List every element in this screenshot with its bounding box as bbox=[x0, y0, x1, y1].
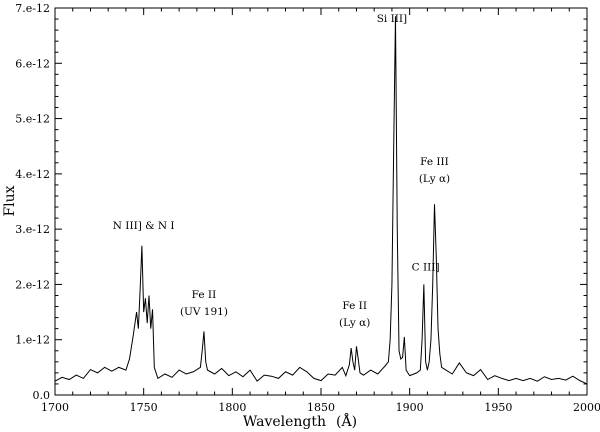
axis-tick-labels: 1700 1750 1800 1850 1900 1950 2000 0.0 1.e-12 2.e… bbox=[15, 2, 600, 414]
x-tick-label: 1750 bbox=[130, 401, 158, 414]
x-tick-label: 1800 bbox=[218, 401, 246, 414]
x-axis-title: Wavelength (Å) bbox=[243, 412, 357, 430]
x-tick-label: 1900 bbox=[396, 401, 424, 414]
y-tick-label: 6.e-12 bbox=[15, 57, 50, 70]
annotation-label: Fe II bbox=[192, 289, 217, 301]
annotation-label: (Ly α) bbox=[419, 173, 450, 185]
annotation-label: Fe III bbox=[420, 156, 449, 168]
y-tick-label: 4.e-12 bbox=[15, 168, 50, 181]
plot-frame bbox=[54, 7, 588, 396]
y-tick-label: 5.e-12 bbox=[15, 113, 50, 126]
annotation-label: Si III] bbox=[377, 13, 407, 25]
x-tick-label: 2000 bbox=[573, 401, 600, 414]
axis-ticks bbox=[54, 7, 588, 396]
annotation-label: (UV 191) bbox=[180, 306, 228, 318]
annotation-label: C III] bbox=[412, 262, 440, 274]
line-annotations: N III] & N I Fe II (UV 191) Fe II (Ly α) Si I… bbox=[113, 13, 450, 329]
y-axis-title: Flux bbox=[2, 185, 18, 216]
y-tick-label: 1.e-12 bbox=[15, 334, 50, 347]
y-tick-label: 3.e-12 bbox=[15, 223, 50, 236]
annotation-label: (Ly α) bbox=[339, 317, 370, 329]
x-tick-label: 1950 bbox=[484, 401, 512, 414]
annotation-label: Fe II bbox=[342, 300, 367, 312]
annotation-label: N III] & N I bbox=[113, 220, 175, 232]
spectrum-line bbox=[54, 16, 588, 385]
x-tick-label: 1700 bbox=[41, 401, 69, 414]
y-tick-label: 2.e-12 bbox=[15, 278, 50, 291]
y-tick-label: 7.e-12 bbox=[15, 2, 50, 15]
y-tick-label: 0.0 bbox=[33, 389, 51, 402]
x-tick-label: 1850 bbox=[307, 401, 335, 414]
